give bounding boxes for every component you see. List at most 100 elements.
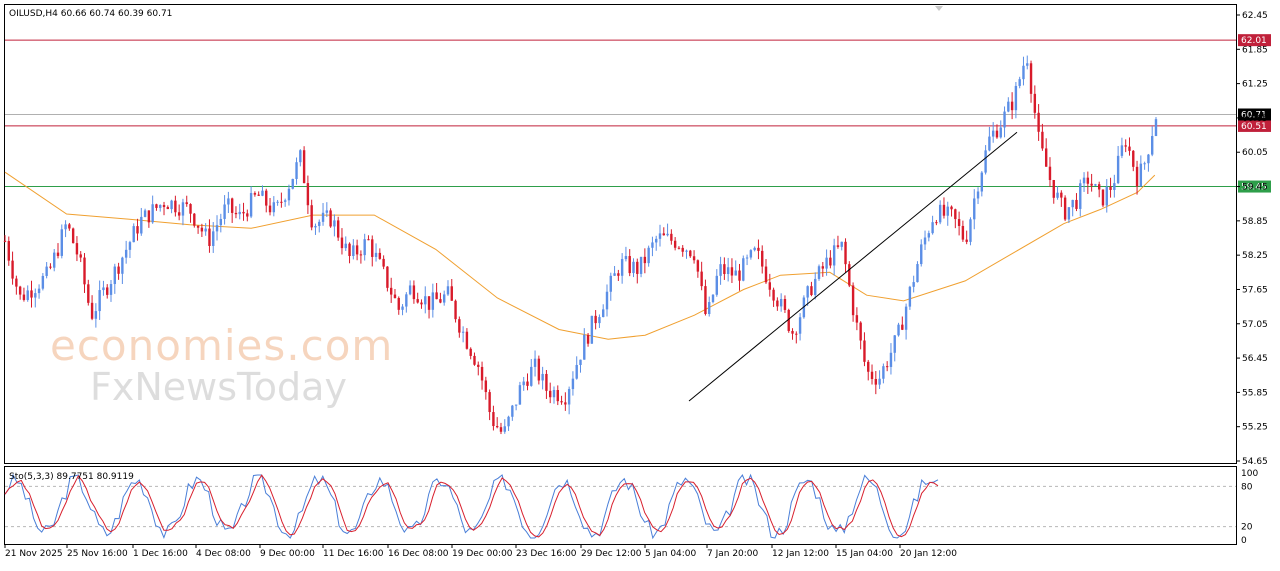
- candle-body: [132, 226, 135, 243]
- y-tick-label: 55.85: [1242, 388, 1268, 398]
- y-tick-label: 58.85: [1242, 217, 1268, 227]
- candle-body: [726, 267, 730, 275]
- current-price-label: 60.71: [1241, 110, 1267, 120]
- candle-body: [609, 275, 612, 292]
- candle-body: [204, 228, 207, 232]
- candle-body: [700, 271, 703, 287]
- x-tick-label: 16 Dec 08:00: [388, 549, 449, 559]
- candle-body: [208, 228, 211, 246]
- candle-body: [234, 212, 238, 215]
- candle-body: [779, 298, 783, 307]
- candle-body: [897, 324, 900, 336]
- candle-body: [143, 210, 147, 217]
- candle-body: [1026, 63, 1029, 66]
- candle-body: [492, 412, 495, 427]
- candle-body: [219, 218, 223, 226]
- candle-body: [670, 233, 673, 241]
- candle-body: [988, 136, 991, 151]
- trendline-layer[interactable]: [688, 131, 1018, 402]
- candle-body: [412, 285, 416, 300]
- candle-body: [761, 250, 764, 267]
- candle-body: [405, 294, 408, 307]
- candle-body: [45, 266, 48, 276]
- candle-body: [931, 222, 934, 234]
- candle-body: [113, 266, 116, 285]
- candle-body: [128, 242, 132, 250]
- time-axis: 21 Nov 2025 25 Nov 16:00 1 Dec 16:00 4 Dec …: [4, 544, 957, 559]
- watermark-line2: FxNewsToday: [90, 365, 347, 409]
- candle-body: [106, 287, 109, 295]
- candle-body: [995, 130, 999, 138]
- candle-body: [1128, 146, 1131, 151]
- candle-body: [26, 290, 29, 300]
- candle-body: [212, 231, 215, 246]
- candle-body: [314, 225, 317, 228]
- candle-body: [829, 257, 832, 266]
- candle-body: [969, 219, 972, 242]
- candle-body: [973, 198, 976, 220]
- candle-body: [1018, 79, 1021, 86]
- candle-body: [908, 286, 912, 307]
- stoch-signal-line: [4, 474, 939, 538]
- y-tick-label: 60.05: [1242, 148, 1268, 158]
- candle-body: [382, 258, 385, 267]
- candle-body: [174, 200, 177, 213]
- candle-body: [151, 204, 154, 223]
- candle-body: [867, 361, 870, 372]
- candle-body: [408, 285, 412, 295]
- candle-body: [193, 213, 196, 226]
- candle-body: [753, 247, 756, 251]
- candle-body: [602, 309, 605, 318]
- candle-body: [1044, 148, 1048, 167]
- candle-body: [927, 233, 931, 238]
- candle-body: [359, 254, 363, 256]
- stochastic-layer: 100 80 20 0: [4, 469, 1258, 546]
- candle-body: [575, 364, 578, 379]
- candle-body: [1154, 119, 1158, 137]
- candle-body: [984, 150, 987, 173]
- candle-body: [465, 331, 469, 349]
- candle-body: [1124, 145, 1127, 147]
- candle-body: [863, 340, 866, 362]
- candle-body: [817, 266, 821, 279]
- candle-body: [196, 225, 200, 228]
- candle-body: [507, 416, 510, 427]
- candle-body: [117, 266, 120, 274]
- x-tick-label: 11 Dec 16:00: [323, 549, 384, 559]
- candle-body: [461, 331, 465, 333]
- candle-body: [696, 260, 700, 272]
- stochastic-frame[interactable]: [4, 466, 1237, 545]
- candle-body: [594, 315, 597, 324]
- candle-body: [745, 257, 749, 259]
- candle-body: [1147, 154, 1150, 164]
- candle-body: [787, 309, 790, 331]
- candle-body: [772, 289, 775, 301]
- candle-body: [287, 188, 291, 201]
- symbol-info: OILUSD,H4 60.66 60.74 60.39 60.71: [9, 9, 172, 19]
- level-price-label: 59.45: [1241, 183, 1267, 193]
- candle-body: [530, 366, 533, 386]
- candle-body: [689, 250, 692, 257]
- candle-body: [102, 287, 105, 291]
- candle-body: [363, 239, 366, 256]
- moving-average-layer: [4, 171, 1156, 340]
- y-tick-label: 60.65: [1242, 114, 1268, 124]
- candle-body: [200, 227, 204, 232]
- y-tick-label: 57.05: [1242, 320, 1268, 330]
- candle-body: [1105, 186, 1108, 206]
- y-tick-label: 61.25: [1242, 80, 1268, 90]
- x-tick-label: 7 Jan 20:00: [707, 549, 759, 559]
- chart-shift-marker-icon[interactable]: [935, 6, 943, 11]
- candle-body: [246, 213, 249, 217]
- x-tick-label: 4 Dec 08:00: [196, 549, 251, 559]
- candle-body: [1041, 131, 1044, 149]
- candle-body: [1037, 112, 1040, 132]
- candle-body: [643, 256, 647, 264]
- candle-body: [215, 225, 219, 232]
- candle-body: [870, 371, 874, 380]
- candle-body: [749, 250, 753, 258]
- stoch-axis-label: 20: [1241, 523, 1253, 533]
- ascending-trendline[interactable]: [688, 131, 1018, 402]
